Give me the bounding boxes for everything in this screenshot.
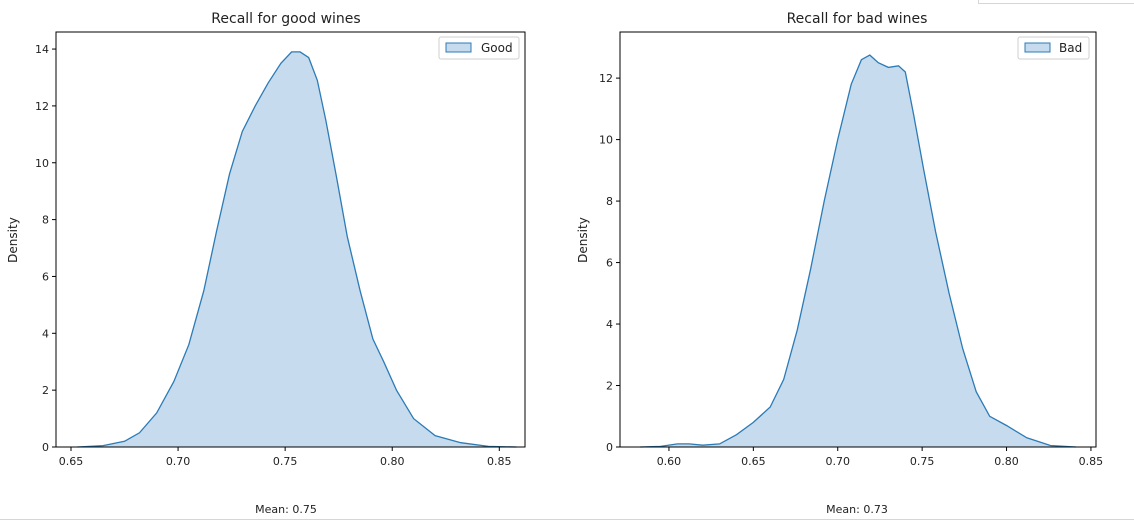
y-tick-label: 8 <box>606 195 613 208</box>
x-tick-label: 0.70 <box>166 455 191 468</box>
x-tick-label: 0.70 <box>825 455 850 468</box>
x-tick-label: 0.85 <box>487 455 512 468</box>
x-tick-label: 0.80 <box>994 455 1019 468</box>
y-tick-label: 6 <box>42 270 49 283</box>
x-tick-label: 0.60 <box>657 455 682 468</box>
density-line-bad <box>640 54 1076 448</box>
y-tick-label: 8 <box>42 214 49 227</box>
y-tick-label: 0 <box>42 441 49 454</box>
legend-entry-good: Good <box>481 41 513 55</box>
y-tick-label: 2 <box>42 384 49 397</box>
y-tick-label: 4 <box>606 318 613 331</box>
overlay-widget-edge <box>978 0 1134 4</box>
bottom-divider <box>0 519 1134 520</box>
x-tick-label: 0.75 <box>910 455 935 468</box>
y-tick-label: 0 <box>606 441 613 454</box>
density-area-bad <box>640 55 1076 447</box>
mean-caption: Mean: 0.73 <box>826 503 888 516</box>
y-tick-label: 12 <box>599 72 613 85</box>
mean-caption: Mean: 0.75 <box>255 503 317 516</box>
legend: Good <box>438 36 520 60</box>
x-tick-label: 0.65 <box>741 455 766 468</box>
y-tick-label: 12 <box>35 100 49 113</box>
y-tick-label: 14 <box>35 43 49 56</box>
density-area-good <box>77 51 517 448</box>
legend-swatch <box>445 42 472 53</box>
y-tick-label: 2 <box>606 380 613 393</box>
y-axis-label: Density <box>576 217 590 263</box>
chart-recall-good: Recall for good wines 0.65 0.70 0.75 0.80 0.… <box>6 11 526 516</box>
y-tick-label: 4 <box>42 327 49 340</box>
plot-frame <box>55 31 526 448</box>
y-tick-label: 6 <box>606 257 613 270</box>
x-tick-label: 0.85 <box>1079 455 1104 468</box>
chart-recall-bad: Recall for bad wines 0.60 0.65 0.70 0.75 0.8… <box>576 11 1103 516</box>
plot-frame <box>619 31 1097 448</box>
legend-entry-bad: Bad <box>1059 41 1082 55</box>
x-tick-label: 0.65 <box>59 455 84 468</box>
chart-title: Recall for bad wines <box>787 11 928 27</box>
legend-swatch <box>1024 42 1051 53</box>
y-axis-label: Density <box>6 217 20 263</box>
y-tick-label: 10 <box>599 134 613 147</box>
legend: Bad <box>1017 36 1090 60</box>
chart-title: Recall for good wines <box>211 11 360 27</box>
x-tick-label: 0.75 <box>273 455 298 468</box>
y-tick-label: 10 <box>35 157 49 170</box>
density-line-good <box>77 51 517 448</box>
x-tick-label: 0.80 <box>380 455 405 468</box>
